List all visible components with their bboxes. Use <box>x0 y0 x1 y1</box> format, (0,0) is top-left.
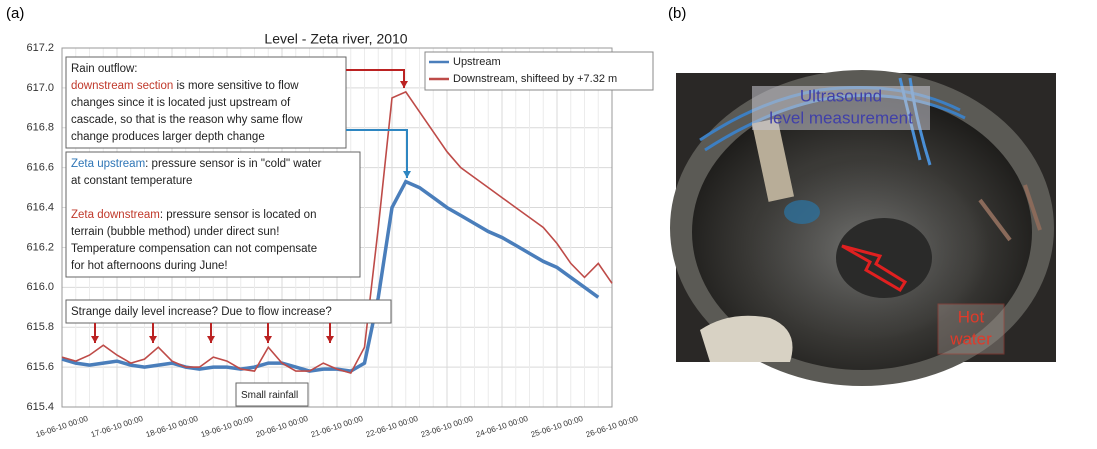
annotation-segment: : pressure sensor is located on <box>160 209 317 221</box>
photo <box>670 70 1056 386</box>
annotation-segment: downstream section <box>71 80 173 92</box>
annotation-text: Rain outflow: <box>71 63 137 75</box>
x-tick-label: 16-06-10 00:00 <box>35 414 90 439</box>
annotation-text: change produces larger depth change <box>71 131 265 143</box>
arrow-head <box>403 171 411 178</box>
x-tick-label: 19-06-10 00:00 <box>200 414 255 439</box>
annotation-text: at constant temperature <box>71 175 192 187</box>
annotation-text: Small rainfall <box>241 390 298 401</box>
annotation-segment: Rain outflow: <box>71 63 137 75</box>
annotation-segment: for hot afternoons during June! <box>71 260 228 272</box>
annotation-segment: at constant temperature <box>71 175 192 187</box>
y-tick-label: 615.4 <box>26 401 54 413</box>
y-tick-label: 616.8 <box>26 122 54 134</box>
photo-label: Hot <box>958 307 985 326</box>
annotation-text: downstream section is more sensitive to … <box>71 80 299 92</box>
annotation-text: Zeta upstream: pressure sensor is in "co… <box>71 158 322 170</box>
legend-box <box>424 51 654 91</box>
annotation-box <box>65 299 392 324</box>
annotation-text: changes since it is located just upstrea… <box>71 97 291 109</box>
x-tick-label: 23-06-10 00:00 <box>420 414 475 439</box>
arrow-head <box>400 81 408 88</box>
arrow-head <box>207 336 215 343</box>
annotation-segment: changes since it is located just upstrea… <box>71 97 291 109</box>
y-tick-label: 616.6 <box>26 162 54 174</box>
arrow-head <box>264 336 272 343</box>
series-line <box>61 90 613 375</box>
legend: Upstream Downstream, shifteed by +7.32 m <box>424 51 654 91</box>
annotation-text: Strange daily level increase? Due to flo… <box>71 306 332 318</box>
annotation-box <box>65 56 347 149</box>
arrow <box>346 69 405 88</box>
annotation-text: Temperature compensation can not compens… <box>71 243 317 255</box>
panel-label: (a) <box>6 5 24 22</box>
arrow-head <box>91 336 99 343</box>
annotation-segment: cascade, so that is the reason why same … <box>71 114 303 126</box>
annotation-box <box>235 382 309 407</box>
annotation-segment: : pressure sensor is in "cold" water <box>145 158 321 170</box>
photo-label: level measurement <box>769 108 913 127</box>
legend-label: Downstream, shifteed by +7.32 m <box>453 73 617 85</box>
x-tick-label: 24-06-10 00:00 <box>475 414 530 439</box>
x-tick-label: 18-06-10 00:00 <box>145 414 200 439</box>
x-tick-label: 17-06-10 00:00 <box>90 414 145 439</box>
y-tick-label: 617.2 <box>26 42 54 54</box>
y-tick-label: 615.8 <box>26 321 54 333</box>
annotation-box <box>65 151 361 278</box>
x-tick-label: 25-06-10 00:00 <box>530 414 585 439</box>
arrow-head <box>326 336 334 343</box>
annotation-text: terrain (bubble method) under direct sun… <box>71 226 279 238</box>
annotation-segment: Zeta upstream <box>71 158 145 170</box>
photo-label: water <box>949 329 992 348</box>
chart-title: Level - Zeta river, 2010 <box>264 31 407 47</box>
y-tick-label: 617.0 <box>26 82 54 94</box>
panel-label: (b) <box>668 5 686 22</box>
y-tick-label: 615.6 <box>26 361 54 373</box>
annotation-text: cascade, so that is the reason why same … <box>71 114 303 126</box>
arrow-head <box>149 336 157 343</box>
annotation-text: Zeta downstream: pressure sensor is loca… <box>71 209 316 221</box>
x-tick-label: 26-06-10 00:00 <box>585 414 640 439</box>
annotation-segment: Zeta downstream <box>71 209 160 221</box>
x-tick-label: 21-06-10 00:00 <box>310 414 365 439</box>
annotation-segment: change produces larger depth change <box>71 131 265 143</box>
series-line <box>61 179 600 373</box>
legend-label: Upstream <box>453 56 501 68</box>
x-tick-label: 20-06-10 00:00 <box>255 414 310 439</box>
annotation-segment: Strange daily level increase? Due to flo… <box>71 306 332 318</box>
annotation-segment: is more sensitive to flow <box>173 80 299 92</box>
x-tick-label: 22-06-10 00:00 <box>365 414 420 439</box>
annotation-segment: terrain (bubble method) under direct sun… <box>71 226 279 238</box>
y-tick-label: 616.2 <box>26 241 54 253</box>
y-tick-label: 616.4 <box>26 201 54 213</box>
y-tick-label: 616.0 <box>26 281 54 293</box>
annotation-segment: Small rainfall <box>241 390 298 401</box>
arrow <box>346 129 408 178</box>
annotation-text: for hot afternoons during June! <box>71 260 228 272</box>
plot-frame <box>61 47 613 408</box>
photo-label: Ultrasound <box>800 86 882 105</box>
annotation-segment: Temperature compensation can not compens… <box>71 243 317 255</box>
